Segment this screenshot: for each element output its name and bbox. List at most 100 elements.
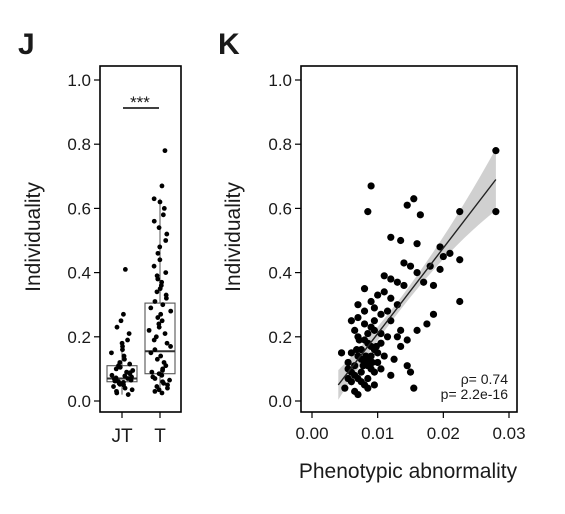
data-point-j xyxy=(129,387,135,393)
y-tick-label-j: 0.4 xyxy=(67,264,91,283)
data-point-j xyxy=(111,384,116,389)
data-point-j xyxy=(128,377,134,383)
data-point-j xyxy=(151,337,157,343)
plot-k: 0.0 0.2 0.4 0.6 0.8 1.0 0.00 0.01 0.02 0.03 xyxy=(268,65,526,443)
data-point-k xyxy=(380,272,388,280)
data-point-k xyxy=(492,208,500,216)
data-point-k xyxy=(446,249,454,257)
data-point-k xyxy=(397,342,405,351)
data-point-j xyxy=(157,244,163,250)
data-point-j xyxy=(159,318,165,324)
data-point-j xyxy=(152,388,158,394)
data-point-j xyxy=(109,350,114,356)
data-point-j xyxy=(151,218,157,224)
data-point-j xyxy=(122,385,128,391)
data-point-k xyxy=(406,368,415,376)
y-tick-label-k: 0.6 xyxy=(268,199,292,218)
data-point-j xyxy=(121,311,126,317)
data-point-k xyxy=(380,352,388,360)
data-point-j xyxy=(156,387,162,393)
data-point-k xyxy=(416,211,424,219)
data-point-k xyxy=(377,365,385,373)
data-point-j xyxy=(168,308,174,314)
data-point-k xyxy=(492,147,500,155)
data-point-j xyxy=(154,289,160,295)
x-tick-label-j: T xyxy=(154,426,166,447)
y-tick-label-j: 0.8 xyxy=(67,135,91,154)
rho-annotation: ρ= 0.74 xyxy=(461,371,508,387)
data-point-j xyxy=(163,270,169,275)
regression-line xyxy=(337,179,497,386)
data-point-k xyxy=(347,317,355,325)
data-point-k xyxy=(360,307,369,315)
data-point-k xyxy=(393,333,401,341)
data-point-k xyxy=(380,288,388,296)
data-point-k xyxy=(456,208,464,216)
data-point-k xyxy=(341,384,349,392)
data-point-k xyxy=(413,269,421,277)
y-tick-label-j: 0.6 xyxy=(67,199,91,218)
data-point-j xyxy=(162,331,168,336)
x-tick-label-k: 0.03 xyxy=(492,424,525,443)
data-point-k xyxy=(439,252,447,261)
data-point-k xyxy=(359,362,367,370)
data-point-j xyxy=(155,276,161,282)
data-point-j xyxy=(127,361,133,367)
data-point-j xyxy=(151,263,157,269)
data-point-k xyxy=(337,349,346,357)
data-point-k xyxy=(344,374,352,383)
data-point-j xyxy=(149,369,155,375)
data-point-k xyxy=(387,275,395,283)
y-axis-title-k: Individuality xyxy=(222,182,245,292)
data-point-k xyxy=(354,390,362,399)
data-point-k xyxy=(360,285,369,293)
data-point-j xyxy=(125,392,131,397)
data-point-j xyxy=(152,376,158,381)
data-point-k xyxy=(370,304,378,312)
data-point-j xyxy=(167,377,172,383)
data-point-k xyxy=(357,368,365,376)
confidence-band xyxy=(338,148,496,400)
data-point-k xyxy=(353,346,361,354)
data-point-j xyxy=(159,390,165,396)
y-tick-label-j: 0.0 xyxy=(67,392,91,411)
data-point-k xyxy=(410,195,418,203)
plot-j: 0.0 0.2 0.4 0.6 0.8 1.0 JT T xyxy=(67,65,182,447)
x-tick-label-k: 0.00 xyxy=(295,424,328,443)
data-point-j xyxy=(152,299,158,304)
p-value-annotation: p= 2.2e-16 xyxy=(441,386,509,402)
plot-frame-j xyxy=(99,65,182,413)
data-point-k xyxy=(355,336,363,344)
data-point-k xyxy=(397,236,405,245)
data-point-j xyxy=(163,363,169,369)
data-point-k xyxy=(429,310,438,318)
x-axis-title-k: Phenotypic abnormality xyxy=(299,460,518,483)
data-point-k xyxy=(383,333,392,341)
data-point-k xyxy=(387,294,395,302)
data-point-j xyxy=(164,340,170,346)
data-point-j xyxy=(118,318,124,324)
data-point-j xyxy=(157,199,163,205)
data-point-j xyxy=(117,364,123,370)
data-point-k xyxy=(368,358,377,367)
x-tick-label-k: 0.02 xyxy=(427,424,460,443)
data-point-j xyxy=(158,353,164,359)
data-point-k xyxy=(364,384,372,392)
data-point-k xyxy=(367,182,375,190)
data-point-k xyxy=(393,278,401,286)
data-point-k xyxy=(383,307,392,315)
data-point-k xyxy=(351,326,359,334)
data-point-k xyxy=(397,326,405,334)
data-point-k xyxy=(370,326,378,334)
x-tick-label-k: 0.01 xyxy=(361,424,394,443)
data-point-j xyxy=(162,148,168,154)
data-point-j xyxy=(158,311,164,317)
data-point-k xyxy=(403,201,411,209)
y-axis-title-j: Individuality xyxy=(22,182,45,292)
data-point-j xyxy=(148,350,154,356)
data-point-j xyxy=(160,302,166,308)
data-point-k xyxy=(374,291,382,299)
data-point-k xyxy=(347,349,355,357)
data-point-j xyxy=(125,337,130,343)
data-point-j xyxy=(126,331,132,336)
